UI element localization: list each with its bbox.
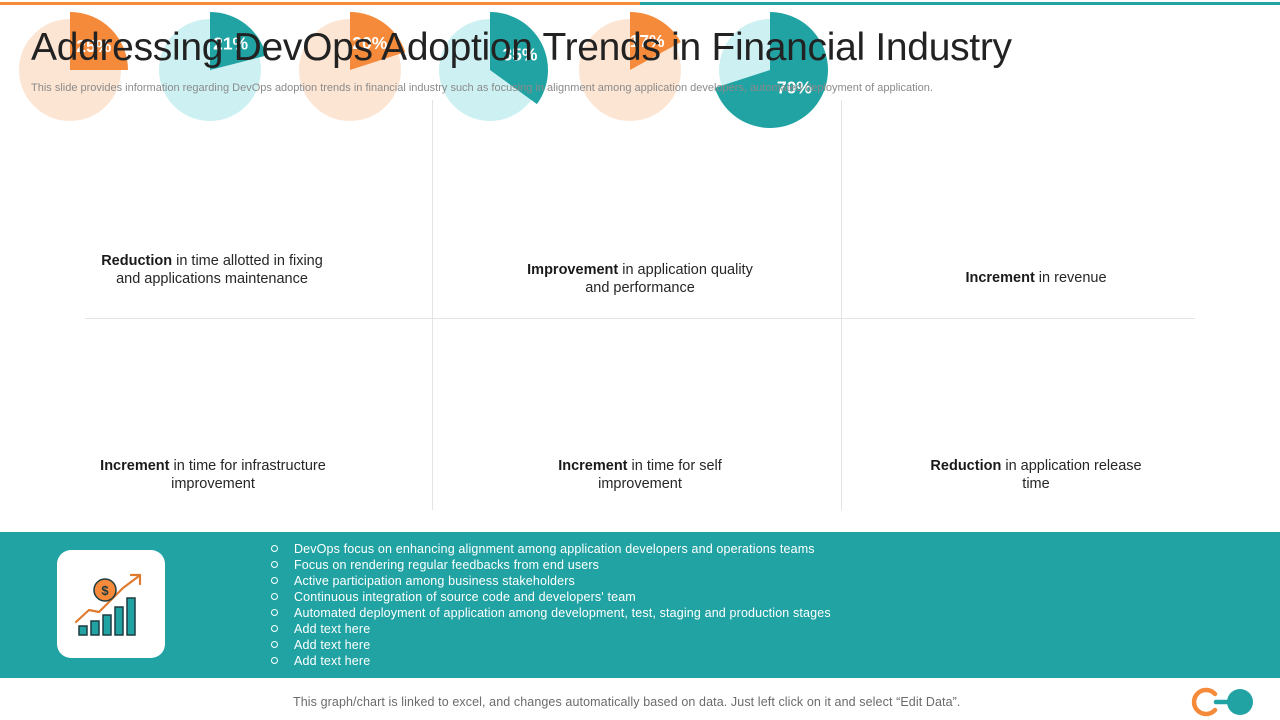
pie-caption-6: Reduction in application release time — [916, 457, 1156, 493]
bullet-item: Active participation among business stak… — [271, 573, 831, 589]
caption-text: in time allotted in fixing and applicati… — [116, 253, 323, 287]
pie-caption-5: Increment in time for self improvement — [520, 457, 760, 493]
bullet-text: DevOps focus on enhancing alignment amon… — [294, 542, 815, 556]
bullet-circle-icon — [271, 577, 278, 584]
pie-caption-4: Increment in time for infrastructure imp… — [93, 457, 333, 493]
bullet-text: Continuous integration of source code an… — [294, 590, 636, 604]
top-accent-bar-teal — [640, 2, 1280, 5]
pie-chart-grid: 25% Reduction in time allotted in fixing … — [0, 0, 1280, 492]
pie-value-label: 35% — [502, 45, 537, 65]
caption-text: in time for self improvement — [598, 458, 722, 492]
pie-caption-1: Reduction in time allotted in fixing and… — [92, 252, 332, 288]
pie-value-slice — [490, 12, 548, 105]
pie-value-label: 25% — [76, 36, 111, 56]
bullet-item: Automated deployment of application amon… — [271, 605, 831, 621]
top-accent-bar-orange — [0, 2, 640, 5]
page-subtitle: This slide provides information regardin… — [31, 82, 933, 94]
growth-chart-dollar-icon: $ — [74, 573, 142, 636]
svg-text:$: $ — [101, 583, 109, 598]
icon-card: $ — [57, 550, 165, 658]
caption-keyword: Reduction — [101, 253, 173, 269]
bullet-text: Active participation among business stak… — [294, 574, 575, 588]
pie-value-label: 17% — [630, 31, 665, 51]
pie-value-slice — [70, 12, 128, 70]
caption-text: in revenue — [1034, 270, 1107, 286]
grid-divider-vertical-left — [432, 100, 433, 510]
bullet-item: Add text here — [271, 621, 831, 637]
pie-chart-4: 35% — [439, 12, 548, 121]
bullet-item: DevOps focus on enhancing alignment amon… — [271, 541, 831, 557]
caption-text: in application quality and performance — [585, 262, 753, 296]
bullet-text: Automated deployment of application amon… — [294, 606, 831, 620]
bullet-item: Continuous integration of source code an… — [271, 589, 831, 605]
bullet-circle-icon — [271, 593, 278, 600]
pie-value-label: 21% — [213, 33, 248, 53]
brand-logo-icon — [1191, 687, 1253, 717]
footer-note: This graph/chart is linked to excel, and… — [293, 695, 961, 709]
bullet-text: Add text here — [294, 638, 371, 652]
pie-chart-6: 70% — [714, 12, 828, 128]
caption-keyword: Improvement — [527, 262, 619, 278]
caption-text: in application release time — [1001, 458, 1142, 492]
bullet-item: Add text here — [271, 637, 831, 653]
bullet-circle-icon — [271, 641, 278, 648]
pie-value-slice — [210, 12, 267, 70]
caption-keyword: Increment — [100, 458, 170, 474]
pie-chart-5: 17% — [579, 12, 681, 121]
bullet-circle-icon — [271, 609, 278, 616]
caption-keyword: Increment — [965, 270, 1035, 286]
bullet-circle-icon — [271, 545, 278, 552]
pie-value-slice — [714, 12, 828, 128]
pie-chart-1: 25% — [19, 12, 128, 121]
pie-value-slice — [630, 12, 681, 70]
grid-divider-horizontal — [85, 318, 1195, 319]
bullet-text: Add text here — [294, 654, 371, 668]
bullet-text: Focus on rendering regular feedbacks fro… — [294, 558, 600, 572]
bullet-item: Focus on rendering regular feedbacks fro… — [271, 557, 831, 573]
caption-keyword: Increment — [558, 458, 628, 474]
pie-value-slice — [350, 12, 406, 70]
bullet-circle-icon — [271, 657, 278, 664]
pie-value-label: 70% — [777, 77, 812, 97]
caption-keyword: Reduction — [930, 458, 1002, 474]
bullet-text: Add text here — [294, 622, 371, 636]
page-title: Addressing DevOps Adoption Trends in Fin… — [31, 26, 1012, 69]
grid-divider-vertical-right — [841, 100, 842, 510]
bullet-circle-icon — [271, 561, 278, 568]
summary-band — [0, 532, 1280, 678]
pie-chart-2: 21% — [159, 12, 267, 121]
bullet-item: Add text here — [271, 653, 831, 669]
bullet-circle-icon — [271, 625, 278, 632]
pie-chart-3: 20% — [299, 12, 406, 121]
pie-caption-3: Increment in revenue — [916, 269, 1156, 287]
caption-text: in time for infrastructure improvement — [169, 458, 326, 492]
summary-bullet-list: DevOps focus on enhancing alignment amon… — [271, 541, 831, 669]
pie-value-label: 20% — [352, 33, 387, 53]
pie-caption-2: Improvement in application quality and p… — [520, 261, 760, 297]
